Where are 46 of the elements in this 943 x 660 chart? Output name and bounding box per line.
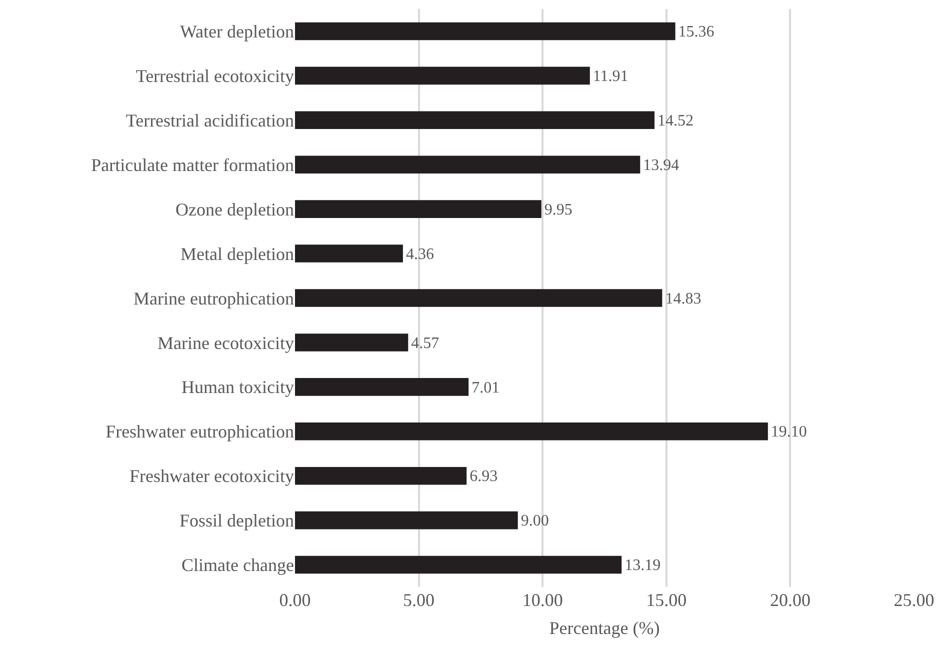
y-tick-label: Terrestrial acidification bbox=[126, 110, 294, 130]
data-label: 4.57 bbox=[411, 334, 440, 352]
bar bbox=[295, 244, 403, 262]
bar bbox=[295, 511, 518, 530]
x-tick-label: 10.00 bbox=[522, 590, 563, 610]
data-label: 11.91 bbox=[592, 68, 628, 86]
bar bbox=[295, 378, 469, 396]
data-label: 13.19 bbox=[624, 557, 661, 574]
data-label: 13.94 bbox=[643, 156, 680, 174]
data-label: 14.83 bbox=[665, 290, 702, 308]
x-tick-label: 15.00 bbox=[646, 590, 687, 610]
y-tick-label: Human toxicity bbox=[182, 377, 294, 398]
data-label: 14.52 bbox=[658, 112, 694, 130]
y-tick-label: Marine eutrophication bbox=[134, 288, 294, 308]
y-tick-label: Particulate matter formation bbox=[91, 154, 294, 175]
y-tick-label: Freshwater eutrophication bbox=[106, 422, 294, 442]
y-tick-label: Freshwater ecotoxicity bbox=[130, 466, 294, 486]
data-label: 6.93 bbox=[470, 468, 498, 486]
data-label: 15.36 bbox=[678, 24, 714, 41]
data-label: 4.36 bbox=[406, 246, 434, 263]
y-tick-label: Fossil depletion bbox=[179, 510, 294, 531]
bar bbox=[295, 289, 662, 307]
data-label: 7.01 bbox=[472, 379, 500, 396]
y-tick-label: Climate change bbox=[182, 555, 294, 576]
x-tick-label: 0.00 bbox=[279, 590, 311, 610]
data-label: 19.10 bbox=[770, 424, 807, 441]
x-axis-title: Percentage (%) bbox=[549, 618, 660, 638]
y-tick-label: Water depletion bbox=[180, 22, 294, 42]
bar bbox=[295, 66, 590, 85]
x-tick-label: 25.00 bbox=[894, 590, 934, 610]
data-label: 9.95 bbox=[544, 201, 572, 218]
y-tick-label: Marine ecotoxicity bbox=[158, 332, 294, 353]
bar bbox=[295, 156, 640, 174]
bar bbox=[295, 22, 676, 40]
y-tick-label: Metal depletion bbox=[180, 244, 294, 264]
bar bbox=[295, 334, 408, 352]
bar bbox=[295, 200, 542, 218]
y-tick-label: Ozone depletion bbox=[176, 199, 294, 220]
x-tick-label: 5.00 bbox=[403, 590, 435, 610]
bar bbox=[295, 466, 467, 485]
x-tick-label: 20.00 bbox=[770, 590, 810, 610]
data-label: 9.00 bbox=[520, 512, 549, 530]
bar bbox=[295, 422, 768, 440]
y-tick-label: Terrestrial ecotoxicity bbox=[136, 66, 294, 86]
bar bbox=[295, 556, 622, 574]
bar bbox=[295, 111, 655, 130]
